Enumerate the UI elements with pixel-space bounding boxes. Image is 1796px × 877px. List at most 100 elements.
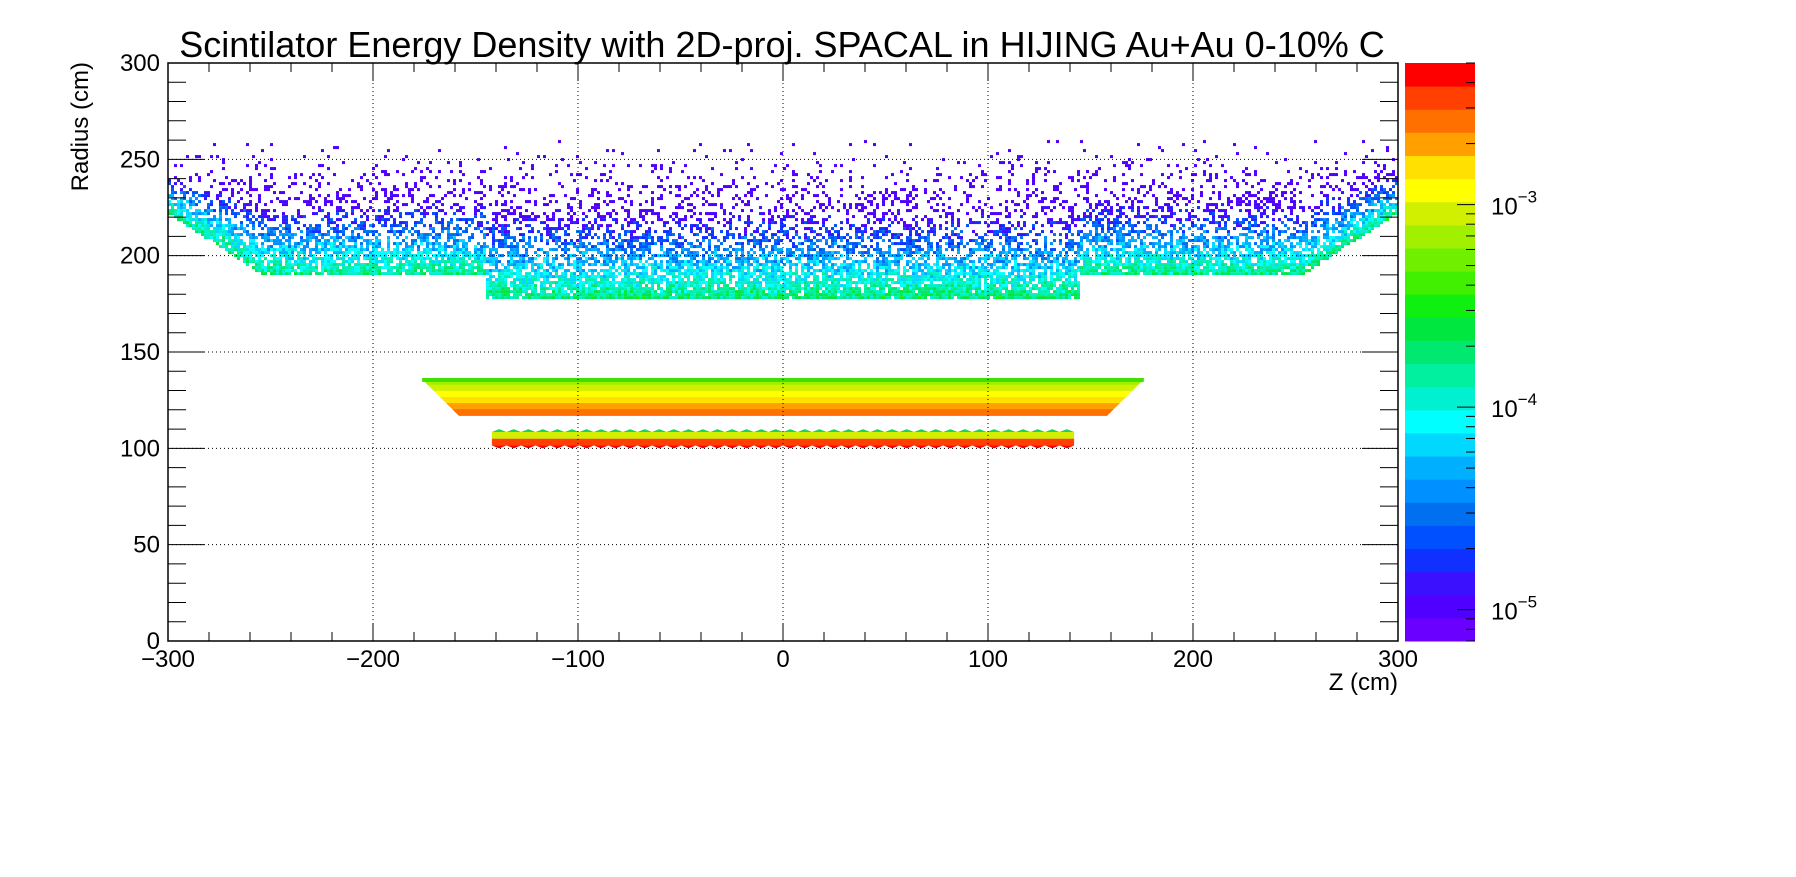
heat-cell xyxy=(936,293,939,297)
heat-cell xyxy=(621,152,624,156)
heat-cell xyxy=(735,269,738,273)
heat-cell xyxy=(318,185,321,189)
heat-cell xyxy=(588,242,591,246)
heat-cell xyxy=(270,176,273,180)
heat-cell xyxy=(726,260,729,264)
heat-cell xyxy=(846,242,849,246)
heat-cell xyxy=(567,242,570,246)
heat-cell xyxy=(273,260,276,264)
heat-cell xyxy=(654,293,657,297)
heat-cell xyxy=(780,278,783,282)
heat-cell xyxy=(666,284,669,288)
heat-cell xyxy=(420,212,423,216)
heat-cell xyxy=(594,269,597,273)
heat-cell xyxy=(762,212,765,216)
heat-cell xyxy=(690,269,693,273)
heat-cell xyxy=(960,176,963,180)
heat-cell xyxy=(717,269,720,273)
heat-cell xyxy=(807,251,810,255)
heat-cell xyxy=(378,218,381,222)
heat-cell xyxy=(789,251,792,255)
heat-cell xyxy=(525,224,528,228)
heat-cell xyxy=(579,284,582,288)
heat-cell xyxy=(294,173,297,177)
heat-cell xyxy=(948,296,951,300)
heat-cell xyxy=(645,236,648,240)
heat-cell xyxy=(525,296,528,300)
heat-cell xyxy=(372,269,375,273)
heat-cell xyxy=(906,251,909,255)
heat-cell xyxy=(681,242,684,246)
heat-cell xyxy=(876,248,879,252)
heat-cell xyxy=(777,266,780,270)
heat-cell xyxy=(852,263,855,267)
heat-cell xyxy=(747,281,750,285)
heat-cell xyxy=(684,224,687,228)
heat-cell xyxy=(249,209,252,213)
heat-cell xyxy=(489,269,492,273)
heat-cell xyxy=(528,281,531,285)
heat-cell xyxy=(792,281,795,285)
heat-cell xyxy=(657,239,660,243)
heat-cell xyxy=(912,218,915,222)
heat-cell xyxy=(648,245,651,249)
heat-cell xyxy=(516,287,519,291)
heat-cell xyxy=(864,284,867,288)
heat-cell xyxy=(861,185,864,189)
heat-cell xyxy=(864,269,867,273)
heat-cell xyxy=(276,263,279,267)
heat-cell xyxy=(645,239,648,243)
heat-cell xyxy=(477,191,480,195)
heat-cell xyxy=(633,278,636,282)
heat-cell xyxy=(717,254,720,258)
heat-cell xyxy=(825,251,828,255)
heat-cell xyxy=(471,269,474,273)
heat-cell xyxy=(762,272,765,276)
heat-cell xyxy=(282,200,285,204)
heat-cell xyxy=(591,284,594,288)
heat-cell xyxy=(168,203,171,207)
heat-cell xyxy=(831,278,834,282)
heat-cell xyxy=(810,176,813,180)
heat-cell xyxy=(645,230,648,234)
heat-cell xyxy=(189,188,192,192)
heat-cell xyxy=(471,260,474,264)
heat-cell xyxy=(630,284,633,288)
heat-cell xyxy=(774,293,777,297)
heat-cell xyxy=(357,248,360,252)
heat-cell xyxy=(429,251,432,255)
heat-cell xyxy=(447,257,450,261)
heat-cell xyxy=(486,290,489,294)
heat-cell xyxy=(849,278,852,282)
heat-cell xyxy=(603,164,606,168)
heat-cell xyxy=(615,293,618,297)
heat-cell xyxy=(186,209,189,213)
heat-cell xyxy=(582,227,585,231)
heat-cell xyxy=(507,191,510,195)
heat-cell xyxy=(480,254,483,258)
heat-cell xyxy=(540,275,543,279)
heat-cell xyxy=(834,239,837,243)
heat-cell xyxy=(915,194,918,198)
heat-cell xyxy=(696,272,699,276)
heat-cell xyxy=(312,230,315,234)
heat-cell xyxy=(381,272,384,276)
heat-cell xyxy=(480,191,483,195)
heat-cell xyxy=(531,269,534,273)
heat-cell xyxy=(594,206,597,210)
heat-cell xyxy=(837,266,840,270)
heat-cell xyxy=(213,179,216,183)
heat-cell xyxy=(660,293,663,297)
heat-cell xyxy=(822,251,825,255)
heat-cell xyxy=(468,239,471,243)
heat-cell xyxy=(591,293,594,297)
heat-cell xyxy=(882,212,885,216)
heat-cell xyxy=(738,263,741,267)
heat-cell xyxy=(555,275,558,279)
heat-cell xyxy=(711,257,714,261)
heat-cell xyxy=(252,257,255,261)
heat-cell xyxy=(795,269,798,273)
heat-cell xyxy=(537,275,540,279)
heat-cell xyxy=(951,263,954,267)
heat-cell xyxy=(357,227,360,231)
